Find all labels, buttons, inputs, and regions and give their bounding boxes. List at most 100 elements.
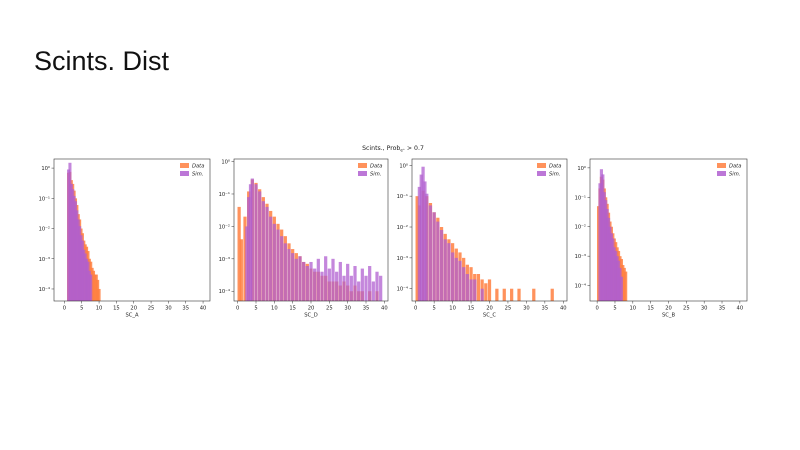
panel-sc-b: 0 5 10 15 20 25 30 35 40 10⁰ 10⁻¹ 10⁻² 10⁻³ 10⁻⁴ SC_B D… xyxy=(575,158,748,319)
bar-sim-21 xyxy=(316,258,320,301)
y-tick-label-3: 10⁻³ xyxy=(575,254,586,260)
bar-data-24 xyxy=(517,288,521,301)
bar-data-17 xyxy=(476,274,481,301)
bar-sim-13 xyxy=(458,260,462,301)
y-tick-label-4: 10⁻⁴ xyxy=(397,287,408,293)
figure-suptitle: Scints., Probe⁺ > 0.7 xyxy=(362,145,424,153)
bar-sim-33 xyxy=(360,268,364,301)
x-tick-label-5: 5 xyxy=(80,306,83,312)
y-tick-label-4: 10⁻⁴ xyxy=(39,287,50,293)
bar-sim-4 xyxy=(425,193,429,301)
bar-sim-19 xyxy=(309,261,313,301)
bar-sim-26 xyxy=(335,271,339,301)
y-tick-label-0: 10⁰ xyxy=(399,163,408,169)
figure-suptitle-sub: e⁺ xyxy=(400,148,405,153)
figure-suptitle-main: Scints., Prob xyxy=(362,145,400,152)
bar-sim-0 xyxy=(417,186,422,301)
legend-swatch-sim xyxy=(180,171,189,176)
slide-title: Scints. Dist xyxy=(34,46,170,76)
bar-data-22 xyxy=(502,288,506,301)
bar-sim-0 xyxy=(245,226,249,301)
y-tick-label-4: 10⁻⁴ xyxy=(219,289,230,295)
y-tick-label-0: 10⁰ xyxy=(577,166,586,172)
x-tick-label-25: 25 xyxy=(505,306,512,312)
legend-swatch-sim xyxy=(537,171,546,176)
bar-sim-15 xyxy=(294,258,298,301)
bar-sim-18 xyxy=(480,288,484,301)
bar-sim-8 xyxy=(439,230,444,301)
x-tick-label-25: 25 xyxy=(326,306,333,312)
bar-data-1 xyxy=(239,239,243,301)
bar-data-0 xyxy=(237,206,241,301)
x-axis-label: SC_B xyxy=(662,313,676,319)
legend-label-sim: Sim. xyxy=(729,172,740,178)
bar-sim-38 xyxy=(379,275,383,301)
bar-data-21 xyxy=(495,288,499,301)
x-tick-label-0: 0 xyxy=(595,306,598,312)
x-tick-label-10: 10 xyxy=(96,306,103,312)
bar-sim-4 xyxy=(254,184,258,301)
bar-sim-24 xyxy=(327,268,331,301)
bar-sim-11 xyxy=(280,236,284,301)
bar-data-23 xyxy=(510,288,514,301)
x-tick-label-0: 0 xyxy=(414,306,417,312)
legend-label-sim: Sim. xyxy=(549,172,560,178)
x-tick-label-30: 30 xyxy=(344,306,351,312)
y-tick-label-3: 10⁻³ xyxy=(397,256,408,262)
bar-sim-16 xyxy=(469,279,473,301)
bar-sim-22 xyxy=(320,271,324,301)
legend-label-sim: Sim. xyxy=(370,172,381,178)
y-tick-label-2: 10⁻² xyxy=(397,225,408,231)
bar-sim-13 xyxy=(287,249,291,301)
x-tick-label-5: 5 xyxy=(254,306,257,312)
bar-sim-10 xyxy=(276,229,280,301)
bar-sim-14 xyxy=(462,267,466,301)
x-tick-label-15: 15 xyxy=(289,306,296,312)
bar-sim-28 xyxy=(342,275,346,301)
legend-label-data: Data xyxy=(549,164,561,170)
x-tick-label-30: 30 xyxy=(523,306,530,312)
x-tick-label-25: 25 xyxy=(683,306,690,312)
bar-sim-30 xyxy=(349,275,353,301)
x-axis-label: SC_C xyxy=(483,313,497,319)
legend-label-data: Data xyxy=(370,164,382,170)
legend-swatch-data xyxy=(537,163,546,168)
bar-sim-9 xyxy=(272,223,276,301)
bar-sim-5 xyxy=(428,205,433,301)
bar-sim-16 xyxy=(89,274,93,301)
x-tick-label-20: 20 xyxy=(130,306,137,312)
x-axis-label: SC_D xyxy=(304,313,318,319)
bar-data-19 xyxy=(484,283,488,301)
y-tick-label-1: 10⁻¹ xyxy=(397,194,408,200)
bar-data-2 xyxy=(243,216,247,301)
bar-sim-5 xyxy=(258,191,262,301)
bar-sim-3 xyxy=(423,181,427,301)
axes-frame xyxy=(53,158,211,302)
bar-sim-31 xyxy=(353,266,357,301)
y-tick-label-1: 10⁻¹ xyxy=(575,195,586,201)
legend-swatch-sim xyxy=(717,171,726,176)
legend-swatch-data xyxy=(717,163,726,168)
y-tick-label-2: 10⁻² xyxy=(39,227,50,233)
y-tick-label-2: 10⁻² xyxy=(575,225,586,231)
bar-sim-17 xyxy=(473,279,477,301)
bar-sim-17 xyxy=(302,261,306,301)
bar-data-20 xyxy=(487,279,492,301)
x-tick-label-40: 40 xyxy=(560,306,567,312)
legend-swatch-sim xyxy=(358,171,367,176)
bar-data-19 xyxy=(624,271,628,301)
bar-sim-16 xyxy=(298,256,302,301)
panel-sc-c: 0 5 10 15 20 25 30 35 40 10⁰ 10⁻¹ 10⁻² 10⁻³ 10⁻⁴ SC_C D… xyxy=(397,158,568,319)
x-tick-label-35: 35 xyxy=(363,306,370,312)
panel-sc-a: 0 5 10 15 20 25 30 35 40 10⁰ 10⁻¹ 10⁻² 10⁻³ 10⁻⁴ SC_A D… xyxy=(39,158,211,319)
x-tick-label-10: 10 xyxy=(449,306,456,312)
x-tick-label-5: 5 xyxy=(613,306,616,312)
bar-sim-14 xyxy=(291,253,295,301)
x-tick-label-25: 25 xyxy=(148,306,155,312)
x-tick-label-0: 0 xyxy=(63,306,66,312)
bar-sim-25 xyxy=(331,258,335,301)
bar-sim-37 xyxy=(375,271,379,301)
y-tick-label-1: 10⁻¹ xyxy=(219,192,230,198)
bar-sim-1 xyxy=(247,197,251,301)
y-tick-label-2: 10⁻² xyxy=(219,224,230,230)
